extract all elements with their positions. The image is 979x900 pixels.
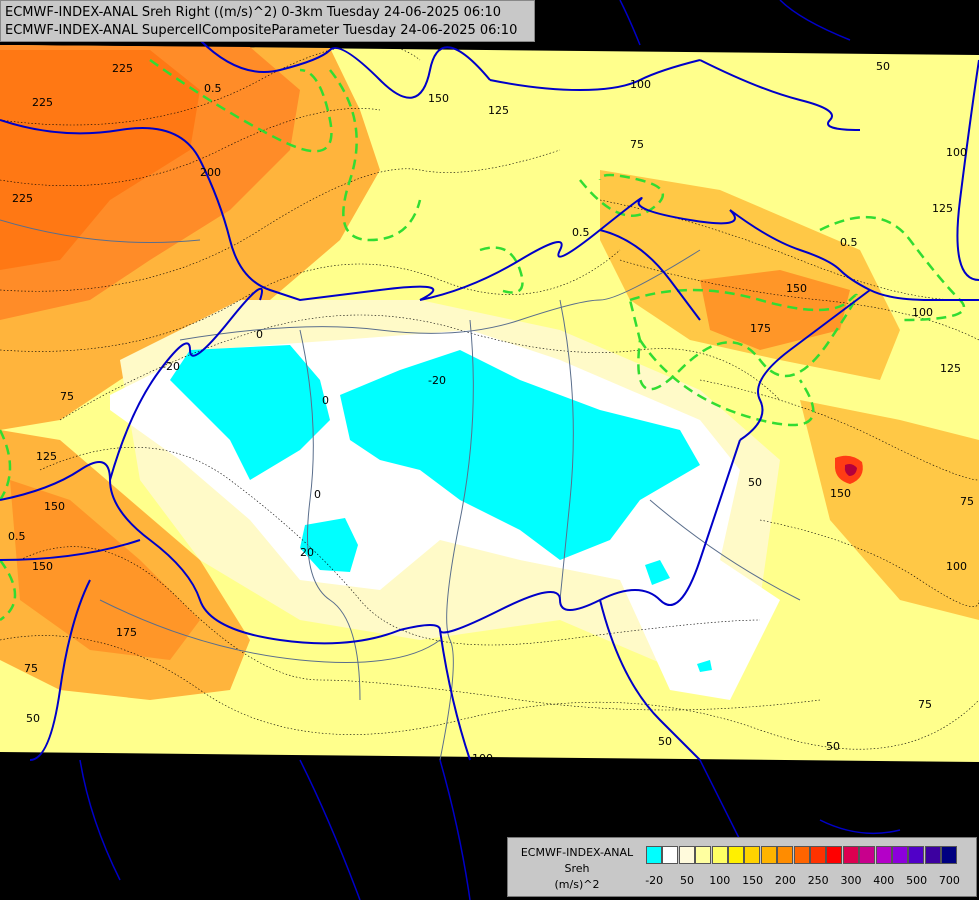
legend-swatch [908,846,925,864]
legend-tick-label: 100 [709,874,731,887]
contour-label: 50 [658,735,672,748]
contour-label: 150 [44,500,65,513]
contour-label: -20 [162,360,180,373]
color-legend: ECMWF-INDEX-ANAL Sreh (m/s)^2 -20 50 100 15… [507,837,977,897]
contour-label: 150 [32,560,53,573]
contour-label: 50 [876,60,890,73]
contour-label: 0.5 [8,530,26,543]
field-dark-orange-nw [0,50,200,270]
legend-swatch [646,846,662,864]
outer-border-lines [79,0,901,900]
river-lines [0,219,801,761]
legend-swatch [842,846,859,864]
legend-swatch [793,846,810,864]
legend-title: ECMWF-INDEX-ANAL [520,846,634,859]
contour-label: -20 [428,374,446,387]
legend-unit: (m/s)^2 [554,878,600,891]
contour-label: 125 [940,362,961,375]
contour-label: 50 [826,740,840,753]
legend-swatch [810,846,826,864]
contour-label: 125 [36,450,57,463]
contour-label: 50 [748,476,762,489]
legend-swatch [662,846,679,864]
contour-label: 125 [488,104,509,117]
contour-lines [0,43,979,750]
contour-label: 175 [116,626,137,639]
scp-contours [0,58,966,622]
legend-swatch [760,846,777,864]
field-hotspot-core [844,464,857,476]
legend-swatch [728,846,744,864]
legend-swatch [695,846,712,864]
field-cyan-tiny [697,660,712,672]
legend-tick-label: 250 [807,874,829,887]
legend-swatch [892,846,908,864]
legend-swatch [711,846,728,864]
contour-label: 50 [26,712,40,725]
contour-label: 0 [322,394,329,407]
contour-label: 100 [912,306,933,319]
contour-label: 100 [946,560,967,573]
contour-label: 200 [200,166,221,179]
contour-label: 75 [918,698,932,711]
contour-label: 75 [630,138,644,151]
contour-label: 0 [256,328,263,341]
legend-tick-label: 500 [906,874,928,887]
legend-swatch [924,846,941,864]
legend-tick-label: 400 [873,874,895,887]
contour-label: 225 [12,192,33,205]
legend-tick-label: -20 [645,874,664,887]
legend-tick-label: 700 [938,874,960,887]
legend-swatch [678,846,695,864]
legend-swatch [826,846,843,864]
field-cyan-center [340,350,700,560]
legend-swatch [859,846,876,864]
field-dark-orange-sw [10,480,200,660]
legend-tick-label: 150 [742,874,764,887]
field-cyan-main [170,345,330,480]
contour-label: 100 [946,146,967,159]
legend-swatch [941,846,958,864]
contour-label: 75 [960,495,974,508]
field-cyan-small [645,560,670,585]
contour-label: 20 [300,546,314,559]
field-cyan-south [300,518,358,572]
contour-label: 175 [750,322,771,335]
contour-label: 100 [472,752,493,765]
legend-tick-label: 300 [840,874,862,887]
title-line-1: ECMWF-INDEX-ANAL Sreh Right ((m/s)^2) 0-… [5,5,502,20]
contour-label: 150 [786,282,807,295]
legend-tick-label: 50 [680,874,694,887]
field-dark-orange-east [700,270,850,350]
legend-swatch [744,846,761,864]
contour-label: 125 [932,202,953,215]
contour-label: 75 [24,662,38,675]
contour-label: 0.5 [204,82,222,95]
legend-swatch [777,846,794,864]
title-box: ECMWF-INDEX-ANAL Sreh Right ((m/s)^2) 0-… [0,0,535,42]
field-orange-se [800,400,979,620]
contour-label: 150 [428,92,449,105]
contour-label-group: 225 225 225 200 150 125 100 75 50 0 -20 … [8,60,974,765]
contour-label: 225 [112,62,133,75]
contour-label: 0.5 [840,236,858,249]
contour-label: 150 [830,487,851,500]
title-line-2: ECMWF-INDEX-ANAL SupercellCompositeParam… [5,23,518,38]
legend-variable: Sreh [564,862,590,875]
contour-label: 0.5 [572,226,590,239]
contour-label: 225 [32,96,53,109]
legend-swatch [875,846,892,864]
contour-label: 75 [60,390,74,403]
contour-label: 0 [314,488,321,501]
contour-label: 100 [630,78,651,91]
country-border-lines [0,39,979,761]
legend-tick-label: 200 [774,874,796,887]
